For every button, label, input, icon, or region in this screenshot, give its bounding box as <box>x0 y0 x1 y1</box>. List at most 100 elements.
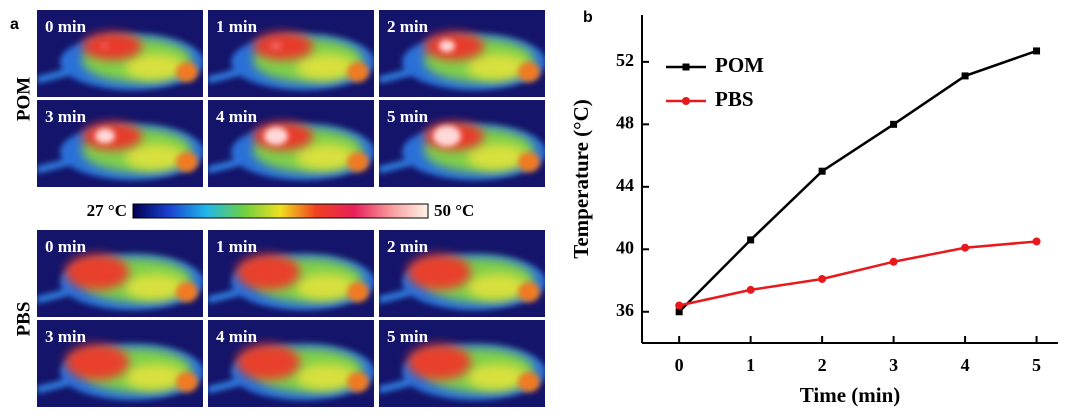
point <box>818 274 827 283</box>
x-axis-label: Time (min) <box>800 383 901 407</box>
thermal-image <box>37 320 203 407</box>
x-tick-label: 2 <box>818 355 827 375</box>
hot-zone <box>407 254 471 290</box>
hot-spot <box>264 127 288 145</box>
frame-label: 0 min <box>45 237 87 256</box>
body-yellow <box>467 54 527 80</box>
hot-zone <box>236 344 300 380</box>
body-yellow <box>467 364 527 390</box>
series-line <box>678 49 1037 313</box>
panel-label: a <box>10 16 19 33</box>
body-yellow <box>296 144 356 170</box>
point <box>890 120 898 128</box>
frame-label: 1 min <box>216 17 258 36</box>
thermal-image <box>37 10 203 97</box>
y-tick-label: 48 <box>616 112 634 132</box>
colorbar <box>132 203 429 219</box>
hind <box>176 282 198 302</box>
hind <box>518 152 540 172</box>
thermal-image <box>208 100 374 187</box>
frame-label: 5 min <box>387 107 429 126</box>
point <box>746 285 755 294</box>
series-line <box>678 240 1037 307</box>
body-yellow <box>467 274 527 300</box>
hind <box>347 62 369 82</box>
y-tick-label: 44 <box>616 175 634 195</box>
legend-label: POM <box>715 53 764 77</box>
point <box>747 236 755 244</box>
x-tick-label: 5 <box>1032 355 1041 375</box>
y-tick-label: 52 <box>616 50 634 70</box>
hot-spot <box>433 125 461 147</box>
hot-zone <box>253 32 313 60</box>
frame-label: 1 min <box>216 237 258 256</box>
x-tick-label: 3 <box>889 355 898 375</box>
frame-label: 2 min <box>387 237 429 256</box>
hind <box>176 372 198 392</box>
frame-label: 4 min <box>216 327 258 346</box>
point <box>818 167 826 175</box>
thermal-image <box>379 100 545 187</box>
hind <box>518 372 540 392</box>
x-tick-label: 4 <box>961 355 970 375</box>
colorbar-max-label: 50 °C <box>434 201 474 220</box>
frame-label: 3 min <box>45 327 87 346</box>
point <box>1033 47 1041 55</box>
y-axis-label: Temperature (°C) <box>569 99 593 258</box>
thermal-image <box>208 230 374 317</box>
body-yellow <box>125 54 185 80</box>
thermal-image <box>208 320 374 407</box>
thermal-image <box>379 10 545 97</box>
body-yellow <box>296 364 356 390</box>
body-yellow <box>296 54 356 80</box>
hind <box>347 372 369 392</box>
hot-spot <box>101 43 109 49</box>
y-tick-label: 40 <box>616 237 634 257</box>
hot-zone <box>236 254 300 290</box>
body-yellow <box>125 274 185 300</box>
legend-label: PBS <box>715 87 754 111</box>
colorbar-min-label: 27 °C <box>87 201 127 220</box>
y-tick-label: 36 <box>616 300 634 320</box>
hind <box>347 152 369 172</box>
hot-zone <box>407 344 471 380</box>
group-label: POM <box>13 77 34 121</box>
legend-marker <box>682 63 690 71</box>
hot-zone <box>65 344 129 380</box>
point <box>961 72 969 80</box>
hind <box>518 62 540 82</box>
thermal-image <box>37 230 203 317</box>
body-yellow <box>125 364 185 390</box>
hind <box>347 282 369 302</box>
hot-zone <box>82 32 142 60</box>
frame-label: 0 min <box>45 17 87 36</box>
point <box>1032 237 1041 246</box>
legend-marker <box>682 97 690 105</box>
frame-label: 4 min <box>216 107 258 126</box>
x-tick-label: 0 <box>675 355 684 375</box>
point <box>675 308 683 316</box>
body-yellow <box>467 144 527 170</box>
thermal-image <box>379 320 545 407</box>
body-yellow <box>296 274 356 300</box>
thermal-image <box>37 100 203 187</box>
hot-zone <box>65 254 129 290</box>
frame-label: 3 min <box>45 107 87 126</box>
hot-spot <box>439 40 455 52</box>
hind <box>176 152 198 172</box>
thermal-image <box>379 230 545 317</box>
frame-label: 2 min <box>387 17 429 36</box>
group-label: PBS <box>13 302 34 337</box>
thermal-image <box>208 10 374 97</box>
x-tick-label: 1 <box>746 355 755 375</box>
frame-label: 5 min <box>387 327 429 346</box>
point <box>675 301 684 310</box>
panel-label: b <box>583 9 593 26</box>
hind <box>518 282 540 302</box>
body-yellow <box>125 144 185 170</box>
hot-spot <box>95 128 115 144</box>
hot-spot <box>270 41 282 51</box>
point <box>889 257 898 266</box>
point <box>961 243 970 252</box>
